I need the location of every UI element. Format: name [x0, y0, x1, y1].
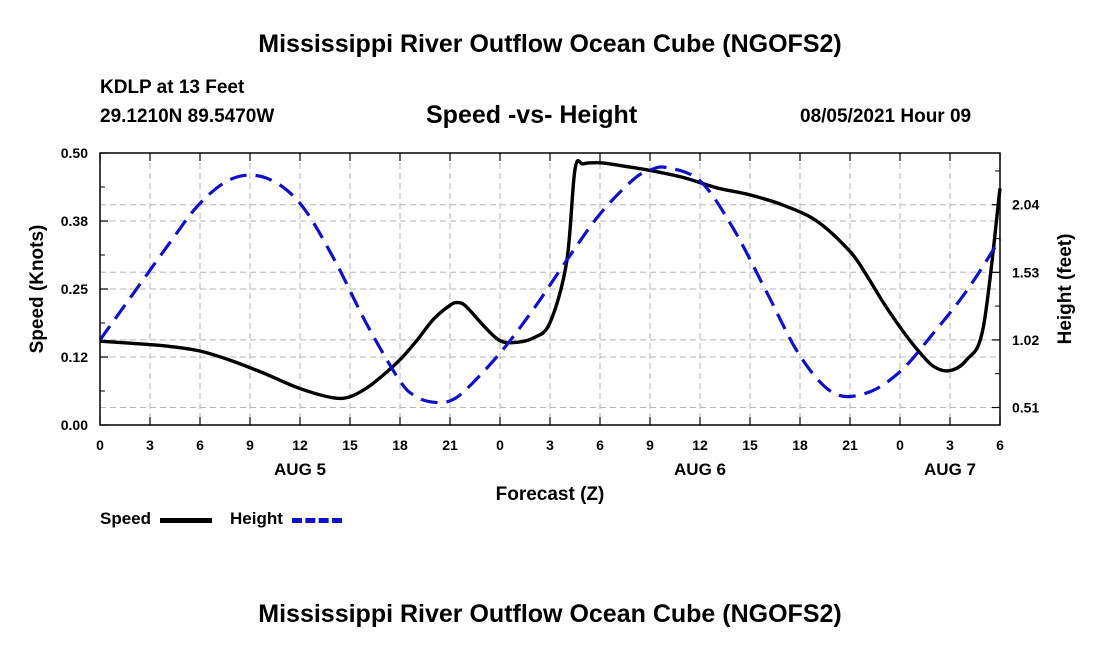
- y-axis-right-label: Height (feet): [1055, 234, 1076, 345]
- y-right-tick-label: 2.04: [1012, 197, 1039, 213]
- series-layer: [98, 159, 1002, 405]
- chart-subtitle: Speed -vs- Height: [426, 101, 638, 129]
- station-coords: 29.1210N 89.5470W: [100, 106, 275, 127]
- legend-height-label: Height: [230, 509, 283, 528]
- x-tick-label: 21: [842, 437, 858, 453]
- x-tick-label: 15: [342, 437, 358, 453]
- x-day-label: AUG 5: [274, 460, 326, 479]
- x-tick-label: 15: [742, 437, 758, 453]
- x-tick-label: 12: [692, 437, 708, 453]
- forecast-datetime: 08/05/2021 Hour 09: [800, 106, 972, 127]
- x-day-label: AUG 6: [674, 460, 726, 479]
- x-tick-label: 9: [646, 437, 654, 453]
- y-left-tick-label: 0.50: [61, 145, 88, 161]
- x-tick-label: 3: [546, 437, 554, 453]
- station-label: KDLP at 13 Feet: [100, 77, 245, 98]
- x-tick-label: 6: [196, 437, 204, 453]
- legend-height-line: [292, 518, 342, 523]
- x-tick-label: 12: [292, 437, 308, 453]
- grid: [99, 152, 1001, 426]
- x-tick-label: 0: [96, 437, 104, 453]
- y-left-tick-label: 0.25: [61, 281, 88, 297]
- x-tick-label: 9: [246, 437, 254, 453]
- x-tick-label: 6: [996, 437, 1004, 453]
- y-left-tick-label: 0.00: [61, 417, 88, 433]
- height-series-line: [98, 165, 1002, 405]
- y-left-tick-label: 0.38: [61, 213, 88, 229]
- y-right-tick-label: 1.53: [1012, 264, 1039, 280]
- chart-title: Mississippi River Outflow Ocean Cube (NG…: [258, 30, 842, 58]
- y-axis-left-label: Speed (Knots): [27, 225, 48, 354]
- x-tick-label: 0: [896, 437, 904, 453]
- x-tick-label: 3: [946, 437, 954, 453]
- x-tick-label: 18: [392, 437, 408, 453]
- legend-speed-line: [160, 518, 212, 523]
- x-day-label: AUG 7: [924, 460, 976, 479]
- y-right-tick-label: 0.51: [1012, 400, 1039, 416]
- legend-speed-label: Speed: [100, 509, 152, 528]
- tick-layer: 0 3 6 9 12 15 18 21 0 3 6 9 12 15 18 21 0 3 6 AUG 5 AUG 6 AUG…: [61, 145, 1040, 479]
- y-left-tick-label: 0.12: [61, 349, 88, 365]
- x-tick-label: 0: [496, 437, 504, 453]
- x-tick-label: 18: [792, 437, 808, 453]
- speed-series-line: [99, 159, 1002, 401]
- x-tick-label: 6: [596, 437, 604, 453]
- x-tick-label: 21: [442, 437, 458, 453]
- footer-title: Mississippi River Outflow Ocean Cube (NG…: [258, 600, 842, 628]
- x-axis-label: Forecast (Z): [496, 484, 605, 505]
- x-tick-label: 3: [146, 437, 154, 453]
- y-right-tick-label: 1.02: [1012, 332, 1039, 348]
